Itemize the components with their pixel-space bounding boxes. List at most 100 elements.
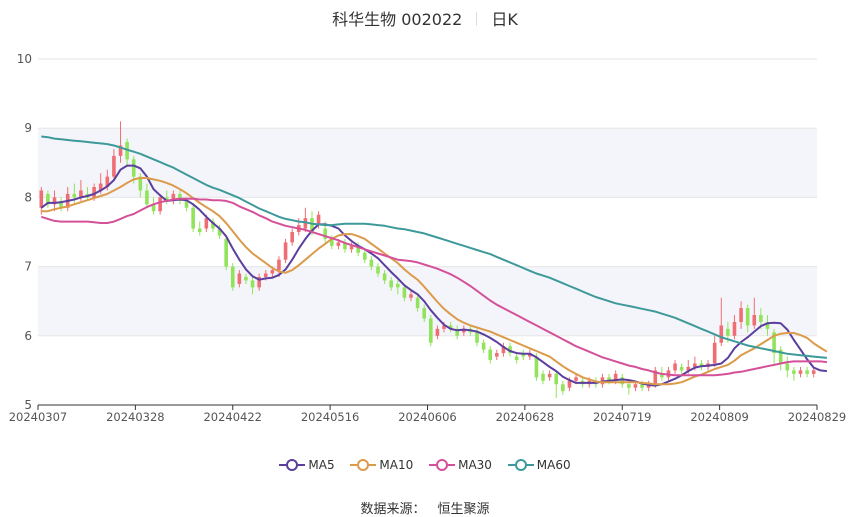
- candle-body: [574, 377, 578, 381]
- candle-body: [442, 325, 446, 329]
- candle-body: [349, 245, 354, 250]
- candle-body: [726, 328, 730, 336]
- legend-item-ma30[interactable]: MA30: [429, 458, 492, 472]
- candle-body: [52, 197, 57, 205]
- grid-band: [38, 128, 817, 198]
- candle-body: [567, 380, 572, 388]
- candle-body: [277, 259, 281, 271]
- candle-body: [382, 273, 387, 281]
- candle-body: [112, 155, 116, 177]
- candle-body: [230, 266, 235, 288]
- legend-item-ma10[interactable]: MA10: [350, 458, 413, 472]
- candle-body: [59, 200, 63, 208]
- candle-body: [92, 187, 96, 198]
- candle-body: [415, 297, 420, 309]
- candle-body: [745, 308, 750, 326]
- candle-body: [653, 370, 658, 385]
- candle-body: [178, 193, 182, 201]
- candle-body: [118, 145, 123, 156]
- candle-body: [158, 197, 162, 212]
- candle-body: [171, 193, 176, 201]
- candle-body: [138, 176, 143, 191]
- candle-body: [554, 373, 559, 385]
- candle-body: [39, 190, 44, 208]
- title-separator: [476, 12, 478, 26]
- candle-body: [164, 197, 169, 201]
- candle-body: [343, 242, 347, 250]
- candle-body: [237, 273, 242, 284]
- y-tick-label: 7: [24, 260, 32, 274]
- source-label: 数据来源：: [360, 502, 426, 517]
- candle-body: [508, 346, 512, 354]
- candle-body: [217, 228, 222, 236]
- candle-body: [547, 373, 552, 378]
- candle-body: [409, 294, 413, 298]
- candle-body: [362, 252, 367, 260]
- candle-body: [613, 373, 618, 381]
- candle-body: [290, 232, 294, 243]
- candle-body: [244, 276, 248, 281]
- candle-body: [131, 159, 136, 177]
- candle-body: [488, 349, 493, 361]
- candle-body: [759, 315, 763, 322]
- x-tick-label: 20240516: [301, 410, 360, 424]
- candle-body: [429, 318, 433, 343]
- candle-body: [772, 332, 776, 354]
- candle-body: [798, 370, 803, 374]
- chart-title: 科华生物 002022 日K: [0, 6, 850, 30]
- candle-body: [197, 228, 202, 232]
- candle-body: [541, 373, 545, 381]
- candle-body: [224, 238, 228, 267]
- candle-body: [310, 218, 314, 232]
- candle-body: [435, 328, 440, 336]
- candle-body: [72, 193, 77, 198]
- candle-body: [250, 280, 255, 288]
- candle-body: [211, 221, 215, 229]
- source-value: 恒生聚源: [437, 502, 490, 517]
- candle-body: [712, 342, 717, 364]
- x-tick-label: 20240328: [106, 410, 165, 424]
- candle-body: [98, 183, 103, 191]
- candle-body: [46, 193, 50, 205]
- y-tick-label: 5: [24, 398, 32, 412]
- candle-body: [263, 273, 268, 277]
- x-tick-label: 20240719: [593, 410, 652, 424]
- series-line-ma60: [41, 135, 827, 359]
- candle-body: [679, 366, 684, 371]
- candle-body: [395, 283, 400, 288]
- legend-marker-icon: [507, 459, 534, 471]
- series-line-ma10: [41, 177, 828, 386]
- candle-body: [778, 349, 783, 364]
- candle-body: [607, 377, 611, 381]
- y-tick-label: 9: [24, 121, 32, 135]
- candle-body: [693, 363, 697, 367]
- candle-body: [323, 228, 327, 239]
- candle-body: [534, 356, 539, 378]
- legend-item-ma5[interactable]: MA5: [279, 458, 335, 472]
- candle-body: [402, 287, 407, 298]
- candle-body: [627, 384, 631, 388]
- stock-name: 科华生物 002022: [332, 10, 463, 29]
- x-tick-label: 20240829: [788, 410, 847, 424]
- legend-item-ma60[interactable]: MA60: [507, 458, 571, 472]
- candle-body: [561, 384, 565, 392]
- candle-body: [191, 207, 195, 229]
- candle-body: [792, 370, 796, 374]
- candle-body: [732, 321, 737, 336]
- candle-body: [481, 342, 486, 350]
- candle-body: [336, 242, 341, 246]
- x-tick-label: 20240809: [690, 410, 749, 424]
- y-tick-label: 10: [17, 52, 32, 66]
- grid-band: [38, 266, 817, 336]
- candle-body: [719, 325, 724, 343]
- candle-body: [448, 325, 453, 329]
- candle-body: [145, 190, 149, 205]
- candle-body: [660, 373, 664, 378]
- candle-body: [204, 218, 209, 229]
- candle-body: [376, 266, 380, 274]
- period-label: 日K: [491, 10, 518, 29]
- candle-body: [620, 377, 625, 385]
- candle-body: [316, 214, 321, 226]
- candle-body: [521, 353, 526, 357]
- legend-label: MA60: [536, 458, 571, 472]
